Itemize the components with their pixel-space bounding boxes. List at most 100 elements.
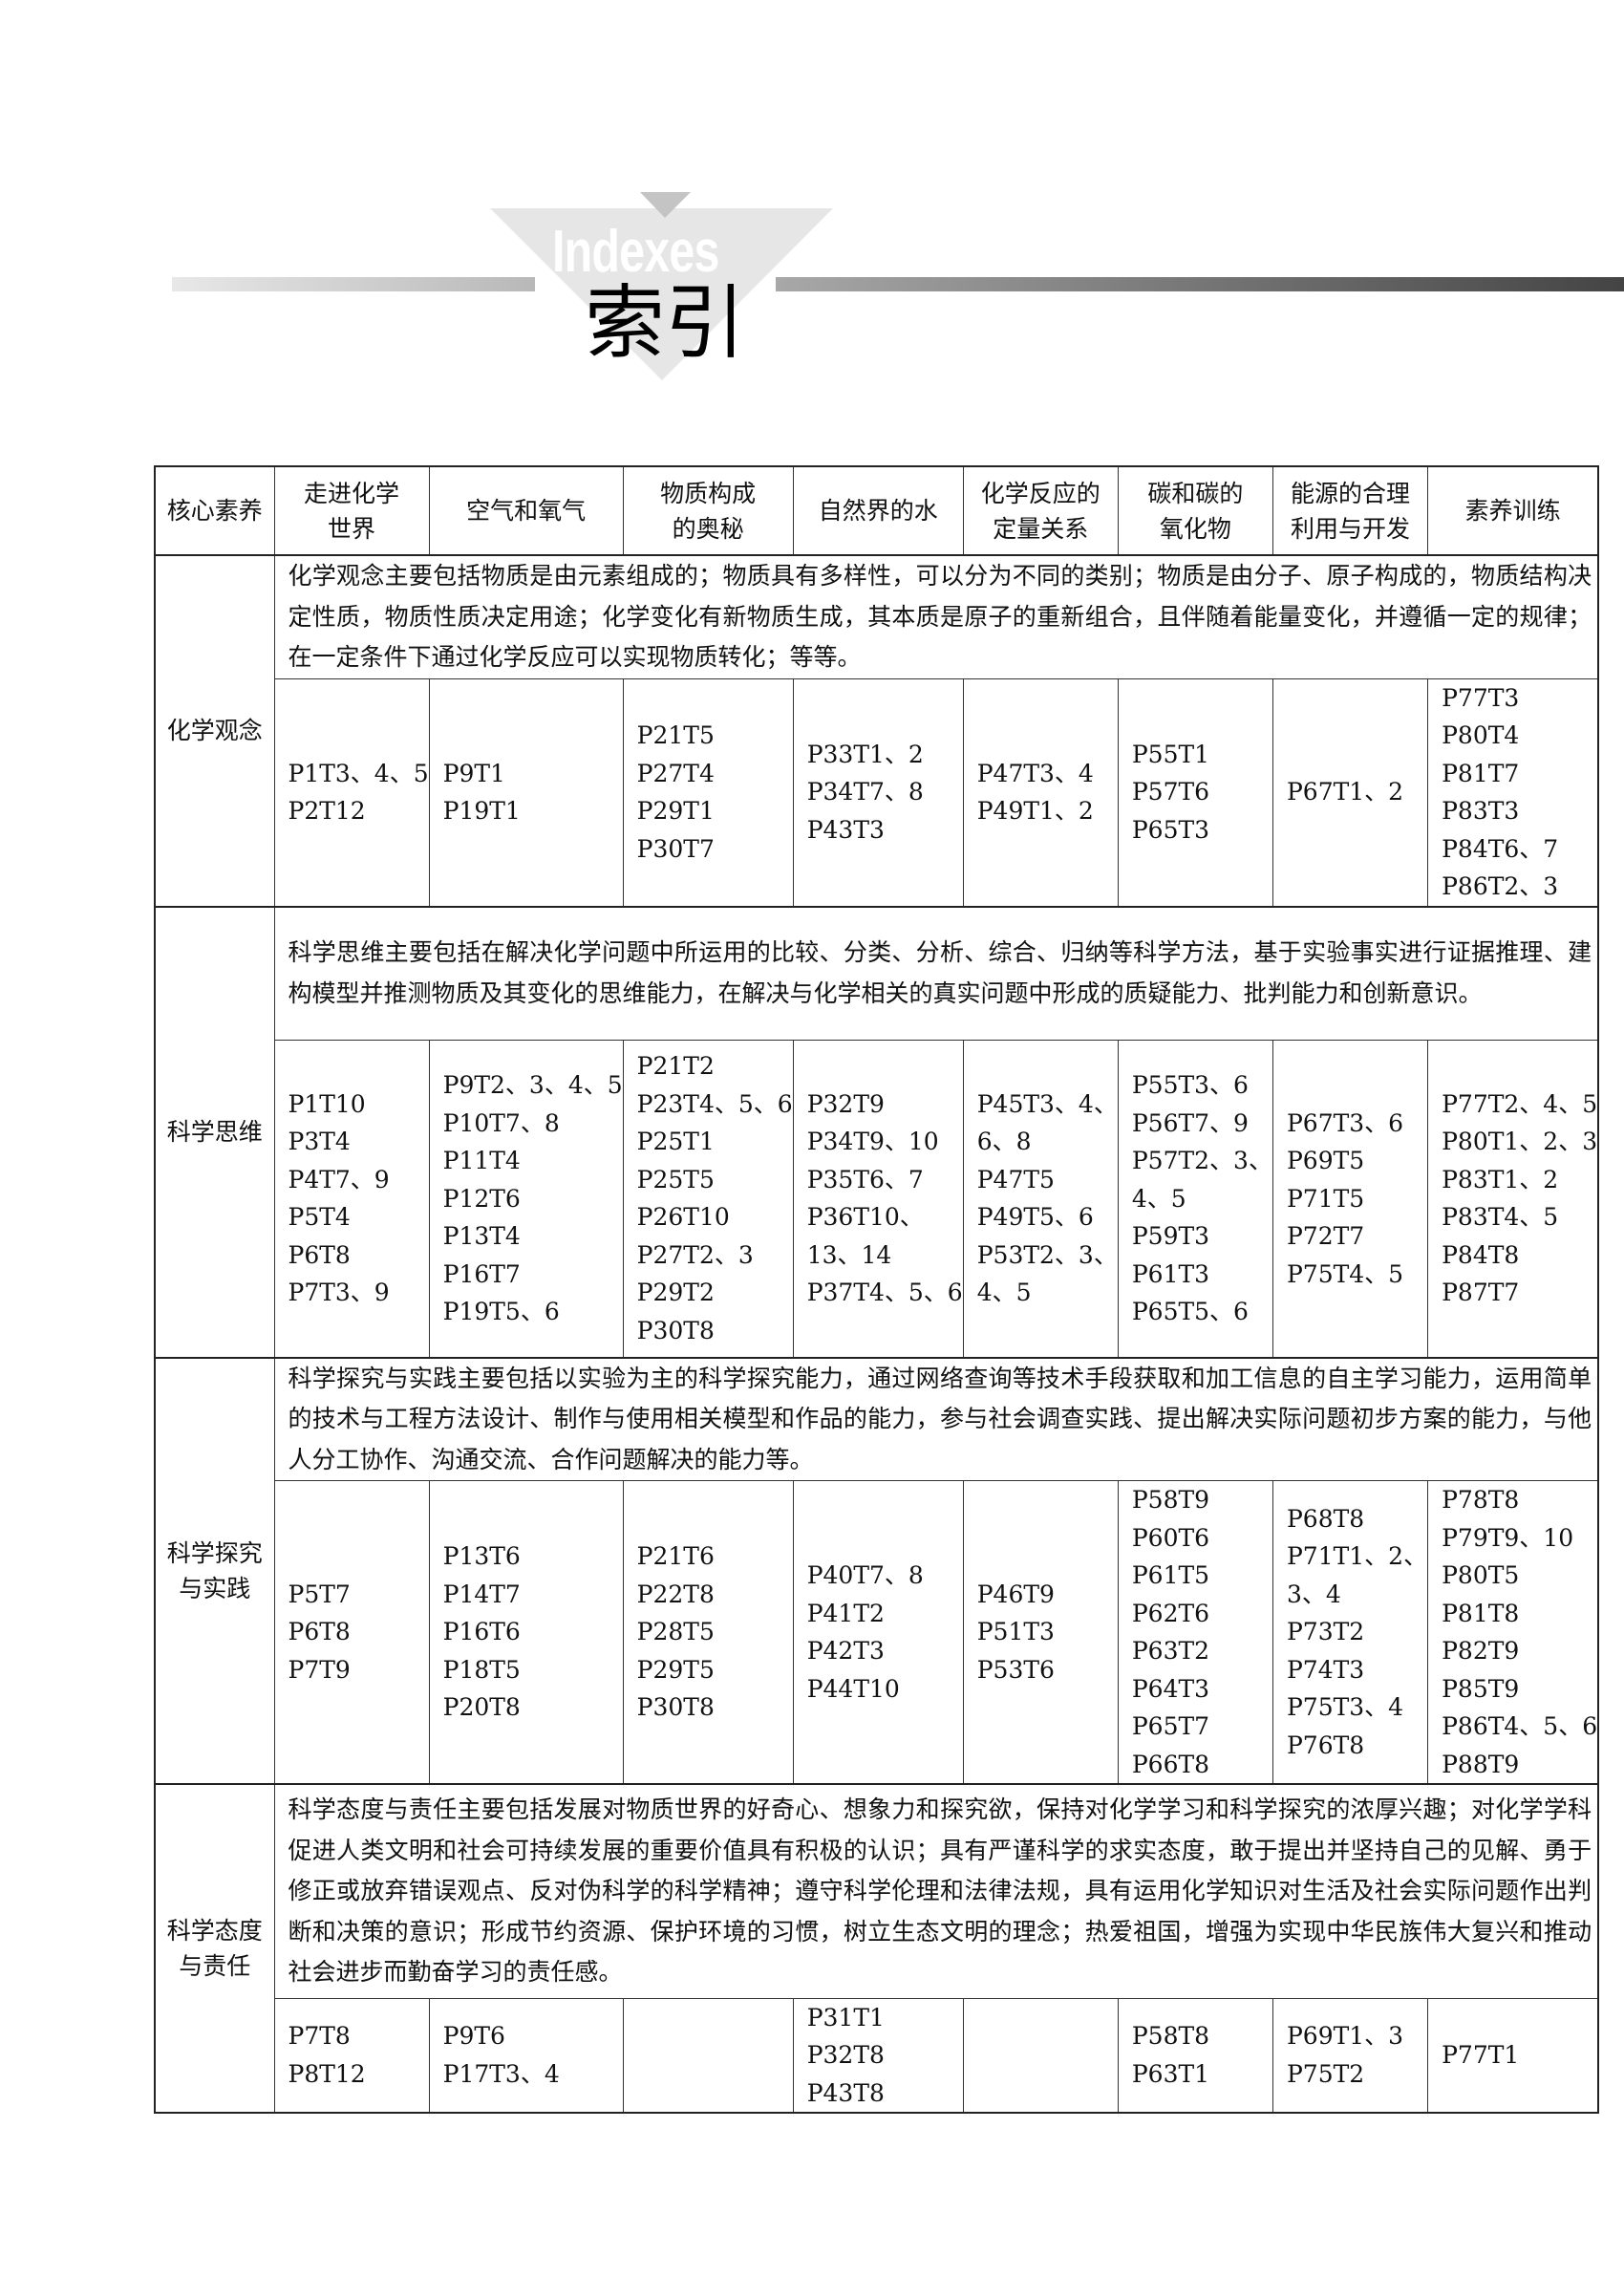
reference-item: P77T2、4、5: [1442, 1089, 1598, 1118]
header-text: 的奥秘: [672, 514, 744, 543]
reference-item: P27T2、3: [636, 1240, 754, 1269]
header-text: 自然界的水: [818, 497, 938, 525]
banner-bar-left: [172, 277, 535, 291]
reference-item: P85T9: [1442, 1674, 1520, 1703]
reference-item: P55T3、6: [1131, 1071, 1249, 1099]
reference-item: P27T4: [636, 759, 715, 787]
header-text: 碳和碳的: [1147, 479, 1244, 507]
category-description: 化学观念主要包括物质是由元素组成的；物质具有多样性，可以分为不同的类别；物质是由…: [273, 554, 1599, 679]
header-text: 利用与开发: [1291, 514, 1411, 543]
reference-item: P29T5: [636, 1655, 715, 1684]
reference-item: P78T8: [1442, 1486, 1520, 1514]
header-text: 氧化物: [1159, 514, 1231, 543]
reference-item: P25T1: [636, 1128, 715, 1156]
reference-item: P16T7: [442, 1259, 521, 1288]
reference-item: P64T3: [1131, 1674, 1210, 1703]
column-header: 化学反应的 定量关系: [962, 465, 1119, 556]
reference-item: P19T1: [442, 797, 521, 825]
reference-item: P36T10、: [806, 1203, 924, 1232]
reference-item: P7T9: [288, 1655, 351, 1684]
reference-cell: P21T6 P22T8 P28T5 P29T5 P30T8: [622, 1480, 794, 1785]
reference-item: P31T1: [806, 2003, 885, 2032]
category-text: 科学态度: [166, 1917, 263, 1945]
small-triangle: [640, 192, 691, 218]
reference-item: P75T4、5: [1286, 1259, 1404, 1288]
reference-item: P83T1、2: [1442, 1165, 1559, 1193]
reference-item: P53T2、3、: [976, 1240, 1118, 1269]
header-text: 素养训练: [1464, 497, 1561, 525]
reference-item: P82T9: [1442, 1637, 1520, 1665]
category-label: 科学探究 与实践: [154, 1356, 275, 1785]
column-header: 自然界的水: [792, 465, 964, 556]
reference-item: P65T7: [1131, 1712, 1210, 1740]
reference-cell: [962, 1997, 1119, 2114]
reference-item: 4、5: [976, 1279, 1032, 1307]
reference-item: P5T4: [288, 1203, 351, 1232]
reference-item: P23T4、5、6: [636, 1089, 793, 1118]
reference-item: P29T2: [636, 1279, 715, 1307]
reference-item: P68T8: [1286, 1504, 1365, 1533]
column-header: 空气和氧气: [428, 465, 624, 556]
category-description: 科学态度与责任主要包括发展对物质世界的好奇心、想象力和探究欲，保持对化学学习和科…: [273, 1783, 1599, 1999]
header-text: 空气和氧气: [466, 497, 587, 525]
header-row: 核心素养 走进化学 世界 空气和氧气 物质构成 的奥秘 自然界的水 化学反应的 定量关系 碳和碳的…: [154, 465, 1599, 556]
category-description-row: 科学探究 与实践 科学探究与实践主要包括以实验为主的科学探究能力，通过网络查询等技术…: [154, 1356, 1599, 1785]
reference-item: P80T1、2、3: [1442, 1128, 1598, 1156]
reference-item: 4、5: [1131, 1184, 1186, 1213]
reference-item: P76T8: [1286, 1731, 1365, 1759]
reference-item: P77T3: [1442, 683, 1520, 712]
reference-cell: P21T5 P27T4 P29T1 P30T7: [622, 677, 794, 907]
column-header: 核心素养: [154, 465, 275, 556]
reference-cell: P7T8 P8T12: [273, 1997, 430, 2114]
reference-row: P1T10 P3T4 P4T7、9 P5T4 P6T8 P7T3、9 P9T2、3、4、5 P…: [155, 1040, 1599, 1358]
reference-item: P57T2、3、: [1131, 1147, 1272, 1174]
reference-item: P74T3: [1286, 1655, 1365, 1684]
reference-item: P63T1: [1131, 2059, 1210, 2088]
reference-item: P16T6: [442, 1618, 521, 1646]
reference-item: P62T6: [1131, 1599, 1210, 1627]
reference-item: P88T9: [1442, 1750, 1520, 1778]
reference-item: P69T5: [1286, 1147, 1365, 1174]
reference-item: P75T2: [1286, 2059, 1365, 2088]
reference-cell: P31T1 P32T8 P43T8: [792, 1997, 964, 2114]
category-text: 化学观念: [166, 717, 263, 745]
reference-item: 13、14: [806, 1240, 892, 1269]
reference-item: P35T6、7: [806, 1165, 924, 1193]
reference-item: P75T3、4: [1286, 1693, 1404, 1722]
triangle-fill: [490, 208, 833, 380]
reference-cell: P55T1 P57T6 P65T3: [1117, 677, 1273, 907]
reference-cell: P78T8 P79T9、10 P80T5 P81T8 P82T9 P85T9 P86T4、5…: [1427, 1480, 1599, 1785]
reference-item: P32T9: [806, 1089, 885, 1118]
reference-item: P77T1: [1442, 2041, 1520, 2069]
reference-item: P80T5: [1442, 1561, 1520, 1589]
reference-item: P53T6: [976, 1655, 1055, 1684]
category-description-row: 化学观念 化学观念主要包括物质是由元素组成的；物质具有多样性，可以分为不同的类别；…: [154, 554, 1599, 907]
reference-item: P17T3、4: [442, 2059, 560, 2088]
reference-item: P56T7、9: [1131, 1108, 1249, 1137]
reference-item: P73T2: [1286, 1618, 1365, 1646]
column-header: 能源的合理 利用与开发: [1271, 465, 1429, 556]
reference-item: P4T7、9: [288, 1165, 390, 1193]
reference-row: P5T7 P6T8 P7T9 P13T6 P14T7 P16T6 P18T5 P20T8 P21…: [155, 1480, 1599, 1785]
category-text: 与责任: [179, 1952, 251, 1980]
reference-item: P67T1、2: [1286, 778, 1404, 806]
category-label: 科学思维: [154, 905, 275, 1358]
banner-triangle: [482, 192, 841, 386]
reference-cell: P67T3、6 P69T5 P71T5 P72T7 P75T4、5: [1271, 1040, 1429, 1358]
header-text: 物质构成: [660, 479, 757, 507]
reference-item: P9T6: [442, 2022, 505, 2051]
reference-item: P44T10: [806, 1674, 900, 1703]
reference-item: 6、8: [976, 1128, 1032, 1156]
reference-item: P46T9: [976, 1580, 1055, 1608]
reference-item: P49T5、6: [976, 1203, 1094, 1232]
reference-item: P55T1: [1131, 740, 1210, 768]
reference-item: P65T3: [1131, 815, 1210, 844]
reference-cell: P77T1: [1427, 1997, 1599, 2114]
category-description: 科学探究与实践主要包括以实验为主的科学探究能力，通过网络查询等技术手段获取和加工…: [273, 1356, 1599, 1481]
reference-item: P47T3、4: [976, 759, 1094, 787]
reference-item: P20T8: [442, 1693, 521, 1722]
reference-item: P30T8: [636, 1316, 715, 1344]
reference-item: P21T2: [636, 1052, 715, 1081]
reference-item: P32T8: [806, 2041, 885, 2069]
reference-item: P58T9: [1131, 1486, 1210, 1514]
